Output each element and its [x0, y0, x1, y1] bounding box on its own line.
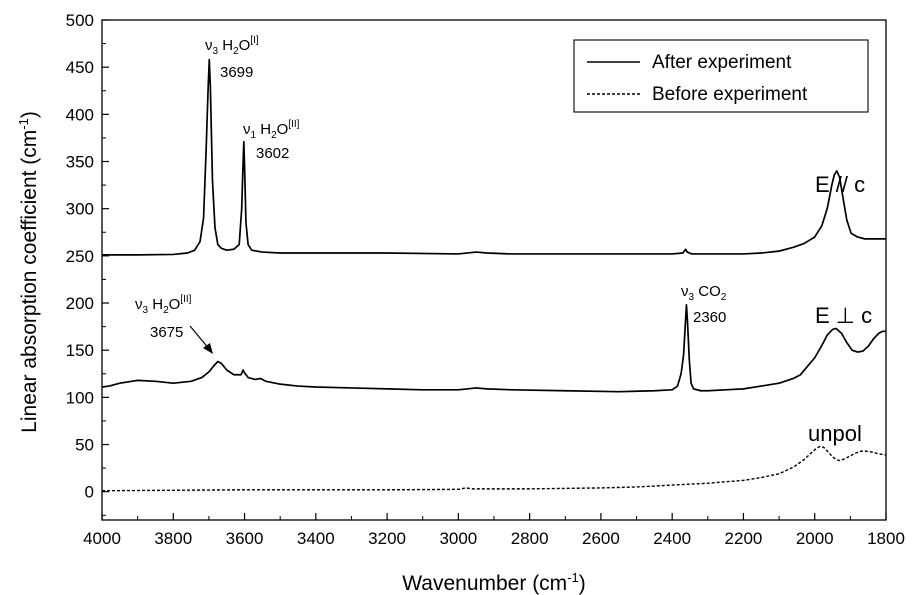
series-line-0 [102, 58, 886, 256]
y-tick-label: 150 [66, 341, 94, 360]
annotation-wavenumber-label: 3675 [150, 324, 183, 341]
side-label-unpol: unpol [808, 421, 862, 446]
annotation-wavenumber-label: 2360 [693, 309, 726, 326]
y-axis-title-sup: -1 [16, 118, 31, 130]
x-tick-label: 4000 [83, 529, 121, 548]
x-tick-label: 3200 [368, 529, 406, 548]
legend: After experiment Before experiment [573, 39, 869, 113]
annotation-h2o-ii-3675: ν3 H2O[II] 3675 [135, 294, 213, 354]
y-tick-label: 450 [66, 58, 94, 77]
y-tick-label: 250 [66, 247, 94, 266]
x-tick-label: 1800 [867, 529, 905, 548]
annotation-species-label: ν3 CO2 [681, 283, 727, 303]
y-axis-title-close: ) [18, 111, 41, 118]
side-label-e-parallel-c: E // c [815, 172, 865, 197]
annotation-h2o-ii-3602: ν1 H2O[II] 3602 [243, 119, 300, 162]
annotation-wavenumber-label: 3602 [256, 145, 289, 162]
annotation-wavenumber-label: 3699 [220, 64, 253, 81]
y-tick-label: 350 [66, 153, 94, 172]
annotation-species-label: ν1 H2O[II] [243, 119, 300, 141]
y-tick-label: 50 [75, 436, 94, 455]
annotation-h2o-i-3699: ν3 H2O[I] 3699 [205, 35, 259, 81]
tick-layer: 4000 3800 3600 3400 3200 3000 2800 2600 2400 2200… [66, 11, 905, 548]
y-axis-title: Linear absorption coefficient (cm-1) [16, 111, 41, 433]
annotation-co2-2360: ν3 CO2 2360 [681, 283, 727, 326]
x-tick-label: 3600 [226, 529, 264, 548]
legend-label-before: Before experiment [652, 84, 808, 105]
annotation-arrow-head [203, 343, 213, 354]
x-tick-label: 2800 [511, 529, 549, 548]
x-axis-title-main: Wavenumber (cm [402, 572, 567, 595]
series-layer [101, 58, 887, 492]
series-line-1 [101, 304, 886, 393]
series-line-2 [101, 445, 887, 492]
y-tick-label: 400 [66, 105, 94, 124]
legend-label-after: After experiment [652, 52, 792, 73]
annotation-species-label: ν3 H2O[II] [135, 294, 192, 316]
x-tick-label: 2600 [582, 529, 620, 548]
y-tick-label: 300 [66, 200, 94, 219]
x-tick-label: 2400 [653, 529, 691, 548]
x-tick-label: 3400 [297, 529, 335, 548]
y-tick-label: 500 [66, 11, 94, 30]
x-axis-title: Wavenumber (cm-1) [402, 570, 586, 595]
x-axis-title-close: ) [579, 572, 586, 595]
x-tick-label: 3000 [439, 529, 477, 548]
annotation-species-label: ν3 H2O[I] [205, 35, 259, 57]
plot-frame [101, 19, 887, 521]
y-axis-title-main: Linear absorption coefficient (cm [18, 130, 41, 433]
x-axis-title-sup: -1 [567, 570, 579, 585]
legend-box [573, 39, 869, 113]
y-tick-label: 200 [66, 294, 94, 313]
y-tick-label: 100 [66, 388, 94, 407]
side-label-e-perp-c: E ⊥ c [815, 303, 872, 328]
x-tick-label: 2000 [796, 529, 834, 548]
x-tick-label: 2200 [725, 529, 763, 548]
y-tick-label: 0 [85, 483, 94, 502]
x-tick-label: 3800 [154, 529, 192, 548]
